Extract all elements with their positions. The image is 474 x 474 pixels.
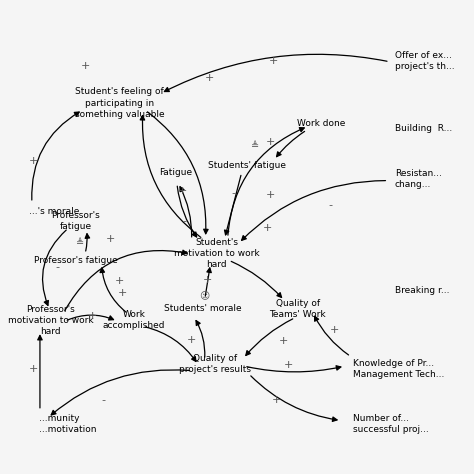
Text: +: + [115,276,125,286]
Text: +: + [272,395,282,405]
Text: +: + [279,336,289,346]
Text: Number of...
successful proj...: Number of... successful proj... [353,414,429,434]
Text: +: + [263,223,273,233]
Text: Quality of
Teams' Work: Quality of Teams' Work [269,299,326,319]
Text: +: + [330,325,339,335]
Text: ...munity
...motivation: ...munity ...motivation [39,414,97,434]
Text: +: + [88,310,97,320]
Text: Offer of ex...
project's th...: Offer of ex... project's th... [395,51,455,72]
Text: -: - [231,188,235,198]
Text: ...'s morale: ...'s morale [29,207,79,216]
Text: ≜: ≜ [251,140,259,151]
Text: -: - [182,216,187,226]
Text: +: + [265,191,275,201]
Text: +: + [265,137,275,147]
Text: +: + [81,61,90,71]
Text: Knowledge of Pr...
Management Tech...: Knowledge of Pr... Management Tech... [353,359,445,379]
Text: +: + [187,335,196,345]
Text: Building  R...: Building R... [395,124,452,133]
Text: Work
accomplished: Work accomplished [102,310,165,330]
Text: Professor's
motivation to work
hard: Professor's motivation to work hard [8,305,93,336]
Text: +: + [178,186,187,196]
Text: +: + [205,73,215,82]
Text: +: + [106,234,115,244]
Text: Students' morale: Students' morale [164,304,242,313]
Text: Students' fatigue: Students' fatigue [208,161,286,170]
Text: Work done: Work done [297,119,345,128]
Text: Professor's
fatigue: Professor's fatigue [52,211,100,231]
Text: +: + [29,364,38,374]
Text: Breaking r...: Breaking r... [395,286,449,295]
Text: -: - [55,262,60,272]
Text: Student's
motivation to work
hard: Student's motivation to work hard [174,237,260,269]
Text: -: - [102,395,106,405]
Text: +: + [29,156,38,166]
Text: +: + [284,360,293,370]
Text: Student's feeling of
participating in
something valuable: Student's feeling of participating in so… [75,87,164,118]
Text: ≜: ≜ [76,237,84,247]
Text: Professor's fatigue: Professor's fatigue [34,255,118,264]
Text: ☺: ☺ [200,290,210,300]
Text: Quality of
project's results: Quality of project's results [179,354,251,374]
Text: +: + [118,288,127,298]
Text: +: + [203,274,212,284]
Text: Resistan...
chang...: Resistan... chang... [395,169,442,189]
Text: +: + [269,56,278,66]
Text: Fatigue: Fatigue [159,168,192,177]
Text: -: - [328,200,332,210]
